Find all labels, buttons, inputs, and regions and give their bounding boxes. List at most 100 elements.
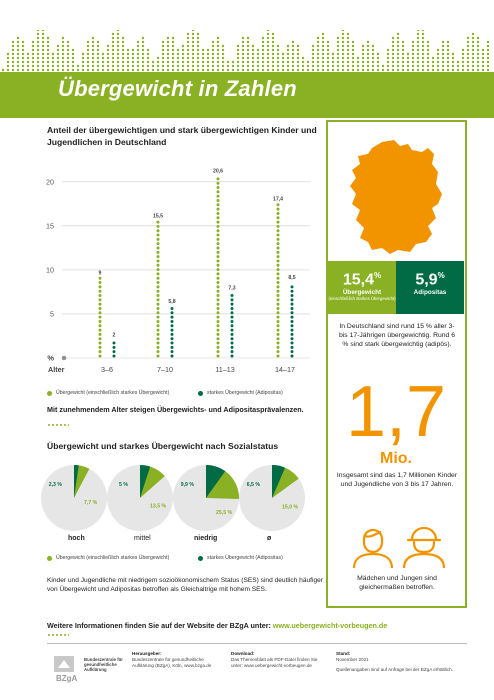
header-dot xyxy=(81,64,85,68)
side-panel: 15,4% Übergewicht (einschließlich starke… xyxy=(326,120,467,608)
header-dot xyxy=(126,52,130,56)
header-dot xyxy=(261,68,265,72)
header-dot xyxy=(311,56,315,60)
header-dot xyxy=(251,60,255,64)
header-dot xyxy=(96,68,100,72)
header-dot xyxy=(126,48,130,52)
bar-0-3 xyxy=(276,203,280,358)
header-dot xyxy=(336,44,340,48)
header-dot xyxy=(21,52,25,56)
header-dot xyxy=(221,64,225,68)
header-dot xyxy=(16,68,20,72)
footer-date-text: November 2021 xyxy=(336,657,369,662)
bar-dot xyxy=(156,345,160,349)
header-dot xyxy=(411,48,415,52)
header-dot xyxy=(111,68,115,72)
header-dot xyxy=(126,68,130,72)
header-dot xyxy=(11,68,15,72)
header-dot xyxy=(6,68,10,72)
bar-dot xyxy=(156,237,160,241)
header-dot xyxy=(36,60,40,64)
bar-dot xyxy=(290,289,294,293)
header-dot xyxy=(171,44,175,48)
header-dot xyxy=(231,64,235,68)
header-dot xyxy=(396,36,400,40)
header-dot xyxy=(61,64,65,68)
header-dot xyxy=(306,68,310,72)
bar-dot xyxy=(216,281,220,285)
bar-dot xyxy=(216,190,220,194)
header-dot xyxy=(21,44,25,48)
pie-2: 25,5 % 9,9 % xyxy=(173,465,240,531)
header-dot xyxy=(211,64,215,68)
bar-dot xyxy=(276,324,280,328)
bar-dot xyxy=(216,341,220,345)
header-dot xyxy=(176,52,180,56)
header-dot xyxy=(356,64,360,68)
header-dot xyxy=(316,60,320,64)
bar-dot xyxy=(156,276,160,280)
header-dot xyxy=(341,56,345,60)
bar-dot xyxy=(290,350,294,354)
header-dot xyxy=(121,56,125,60)
pie-slice-obese xyxy=(272,465,286,498)
header-dot xyxy=(361,68,365,72)
header-dot xyxy=(476,52,480,56)
bar-dot xyxy=(156,328,160,332)
header-dot xyxy=(121,60,125,64)
header-dot xyxy=(346,68,350,72)
header-dot xyxy=(186,56,190,60)
bar-dot xyxy=(230,328,234,332)
header-dot xyxy=(281,64,285,68)
header-dot xyxy=(136,40,140,44)
header-dot xyxy=(216,40,220,44)
header-dot xyxy=(376,52,380,56)
header-dot xyxy=(461,56,465,60)
header-dot xyxy=(271,64,275,68)
bar-dot xyxy=(170,350,174,354)
bar-dot xyxy=(112,345,116,349)
data-label: 9 xyxy=(99,271,102,277)
bar-1-0 xyxy=(112,341,116,358)
header-dot xyxy=(466,48,470,52)
bar-dot xyxy=(156,263,160,267)
header-dot xyxy=(91,44,95,48)
header-dot xyxy=(291,44,295,48)
header-dot xyxy=(311,64,315,68)
header-dot xyxy=(36,52,40,56)
bar-dot xyxy=(216,294,220,298)
header-dot xyxy=(146,68,150,72)
header-dot xyxy=(36,30,40,32)
header-dot xyxy=(391,52,395,56)
header-dot xyxy=(361,48,365,52)
header-dot xyxy=(241,40,245,44)
header-dot xyxy=(266,64,270,68)
header-dot xyxy=(256,60,260,64)
header-dot xyxy=(361,52,365,56)
bar-dot xyxy=(290,294,294,298)
header-dot xyxy=(441,44,445,48)
header-dot xyxy=(481,56,485,60)
header-dot xyxy=(236,44,240,48)
header-dot xyxy=(241,68,245,72)
header-dot xyxy=(361,60,365,64)
germany-map-icon xyxy=(350,140,442,254)
header-dot xyxy=(36,64,40,68)
more-info-link[interactable]: www.uebergewicht-vorbeugen.de xyxy=(272,621,388,630)
header-dot xyxy=(161,52,165,56)
header-dot xyxy=(386,60,390,64)
header-dot xyxy=(271,32,275,36)
header-dot xyxy=(211,40,215,44)
header-dot xyxy=(176,48,180,52)
header-dot xyxy=(166,64,170,68)
data-label: 17,4 xyxy=(273,197,283,203)
header-dot xyxy=(111,48,115,52)
header-dot xyxy=(336,52,340,56)
header-dot xyxy=(316,56,320,60)
bar-dot xyxy=(276,354,280,358)
header-dot xyxy=(321,40,325,44)
header-dot xyxy=(396,44,400,48)
header-dot xyxy=(241,52,245,56)
header-dot xyxy=(466,60,470,64)
header-dot xyxy=(141,68,145,72)
